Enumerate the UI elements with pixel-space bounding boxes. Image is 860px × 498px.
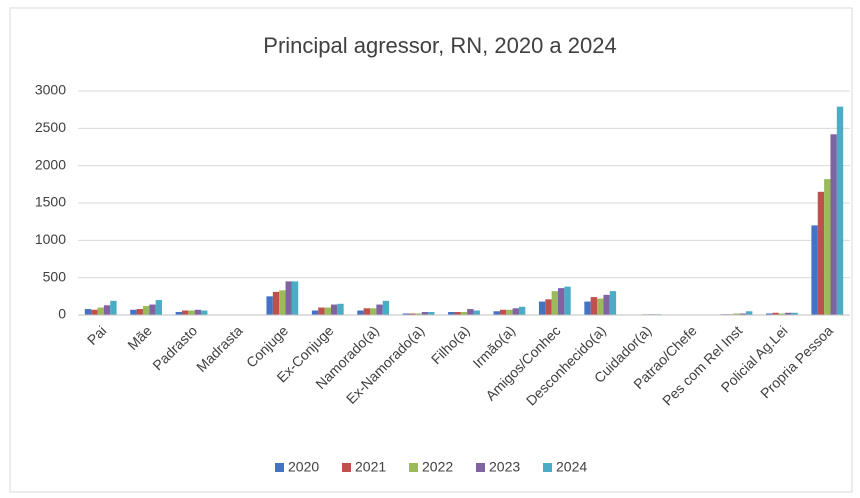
bar	[538, 301, 546, 315]
bar	[603, 294, 610, 315]
bar	[454, 312, 461, 315]
bar	[91, 309, 98, 315]
bar	[473, 310, 480, 315]
legend-swatch	[543, 463, 552, 472]
chart-title: Principal agressor, RN, 2020 a 2024	[263, 33, 616, 58]
bar	[175, 312, 182, 315]
bar	[155, 300, 163, 315]
bar	[337, 303, 344, 315]
y-tick-label: 1000	[35, 231, 66, 247]
bar	[518, 306, 526, 315]
bar	[382, 300, 390, 315]
legend-label: 2024	[556, 459, 587, 475]
bar	[811, 225, 818, 315]
bar	[402, 313, 410, 315]
bar	[506, 309, 513, 315]
legend-swatch	[476, 463, 485, 472]
bar	[324, 307, 331, 315]
legend-label: 2020	[288, 459, 319, 475]
bar	[97, 307, 104, 315]
bar	[142, 306, 150, 315]
bar	[285, 281, 292, 315]
bar	[467, 309, 474, 315]
bar	[733, 313, 740, 315]
bar	[181, 310, 189, 315]
y-tick-label: 1500	[35, 194, 66, 210]
bar	[330, 304, 338, 315]
y-tick-label: 500	[43, 268, 67, 284]
bar	[493, 311, 500, 315]
bar	[460, 312, 468, 315]
bar	[584, 301, 591, 315]
bar	[201, 310, 208, 315]
bar	[564, 286, 571, 315]
bar	[428, 312, 435, 315]
bar	[609, 291, 617, 315]
bar	[279, 290, 286, 315]
bar	[739, 313, 747, 315]
bar	[311, 310, 319, 315]
legend-label: 2022	[422, 459, 453, 475]
legend-swatch	[409, 463, 418, 472]
bar	[551, 291, 559, 315]
y-tick-label: 0	[58, 306, 66, 322]
bar	[194, 309, 202, 315]
bar	[409, 313, 416, 315]
bar	[136, 309, 143, 315]
bar	[791, 312, 798, 315]
bar	[558, 288, 565, 315]
bar	[772, 312, 779, 315]
bar	[130, 309, 137, 315]
bar	[357, 310, 364, 315]
bar	[746, 311, 753, 315]
bar	[778, 313, 786, 315]
bar	[188, 310, 195, 315]
legend-swatch	[342, 463, 351, 472]
bar	[545, 299, 552, 315]
bar	[272, 291, 280, 315]
bar	[830, 134, 837, 315]
bar	[415, 313, 422, 315]
legend-label: 2023	[489, 459, 520, 475]
bar	[597, 298, 604, 315]
bar	[149, 304, 156, 315]
bar	[84, 309, 92, 315]
bar	[836, 106, 844, 316]
legend-swatch	[275, 463, 284, 472]
bar	[266, 296, 273, 315]
y-tick-label: 2000	[35, 156, 66, 172]
bar	[512, 308, 519, 315]
bar	[291, 281, 299, 315]
legend-label: 2021	[355, 459, 386, 475]
bar	[110, 300, 117, 315]
bar	[421, 312, 429, 315]
bar	[590, 297, 598, 315]
bar	[318, 307, 325, 315]
bar	[103, 305, 111, 315]
y-tick-label: 3000	[35, 82, 66, 98]
bar	[765, 313, 773, 315]
bar	[369, 308, 377, 315]
bar	[363, 308, 370, 315]
bar	[376, 304, 383, 315]
chart-frame	[9, 7, 853, 493]
bar	[448, 312, 455, 315]
y-tick-label: 2500	[35, 119, 66, 135]
bar	[824, 179, 831, 315]
bar	[817, 191, 825, 315]
bar	[785, 312, 792, 315]
bar	[499, 309, 507, 315]
